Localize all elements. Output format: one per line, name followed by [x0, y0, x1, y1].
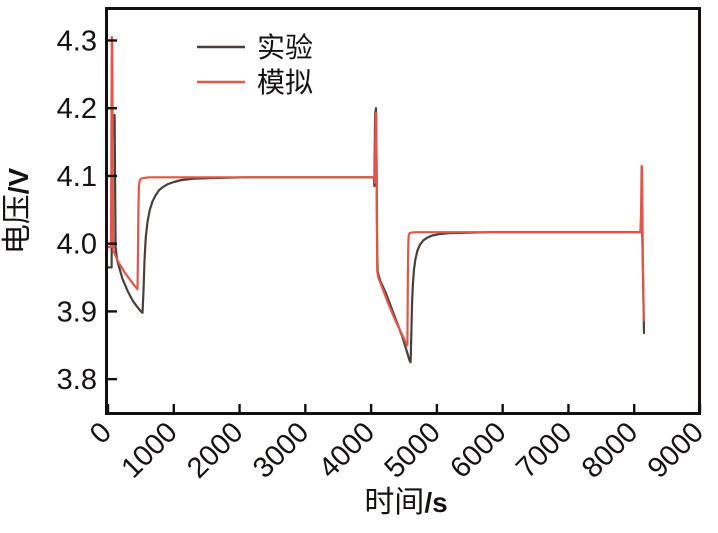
y-axis-title-unit: /V [3, 167, 34, 194]
x-axis-title-text: 时间 [364, 486, 424, 519]
y-axis-title: 电压/V [1, 167, 34, 254]
x-axis-tick-label: 5000 [379, 416, 447, 484]
y-axis-tick-label: 4.0 [57, 229, 97, 261]
x-axis-tick-label: 2000 [181, 416, 249, 484]
x-axis-tick-label: 3000 [247, 416, 315, 484]
legend-item: 实验 [197, 32, 313, 64]
series-group [106, 35, 646, 364]
x-axis-tick-label: 0 [84, 416, 118, 450]
y-axis-tick-label: 3.8 [57, 364, 97, 396]
series-line-0 [106, 107, 646, 364]
legend-label: 模拟 [257, 67, 313, 99]
x-axis-tick-label: 6000 [444, 416, 512, 484]
x-axis-tick-label: 8000 [576, 416, 644, 484]
legend-label: 实验 [257, 32, 313, 64]
y-axis-tick-label: 4.2 [57, 93, 97, 125]
plot-frame [105, 7, 701, 415]
x-axis-title: 时间/s [364, 486, 447, 519]
x-axis-title-unit: /s [424, 487, 447, 518]
x-axis-tick-label: 9000 [642, 416, 710, 484]
x-axis-tick-label: 1000 [115, 416, 183, 484]
y-axis-tick-label: 4.3 [57, 25, 97, 57]
x-axis-tick-label: 4000 [313, 416, 381, 484]
y-axis-tick-label: 3.9 [57, 296, 97, 328]
x-axis-tick-label: 7000 [510, 416, 578, 484]
legend-item: 模拟 [197, 67, 313, 99]
y-axis-tick-label: 4.1 [57, 161, 97, 193]
series-line-1 [106, 35, 645, 347]
y-axis-title-text: 电压 [1, 194, 34, 254]
